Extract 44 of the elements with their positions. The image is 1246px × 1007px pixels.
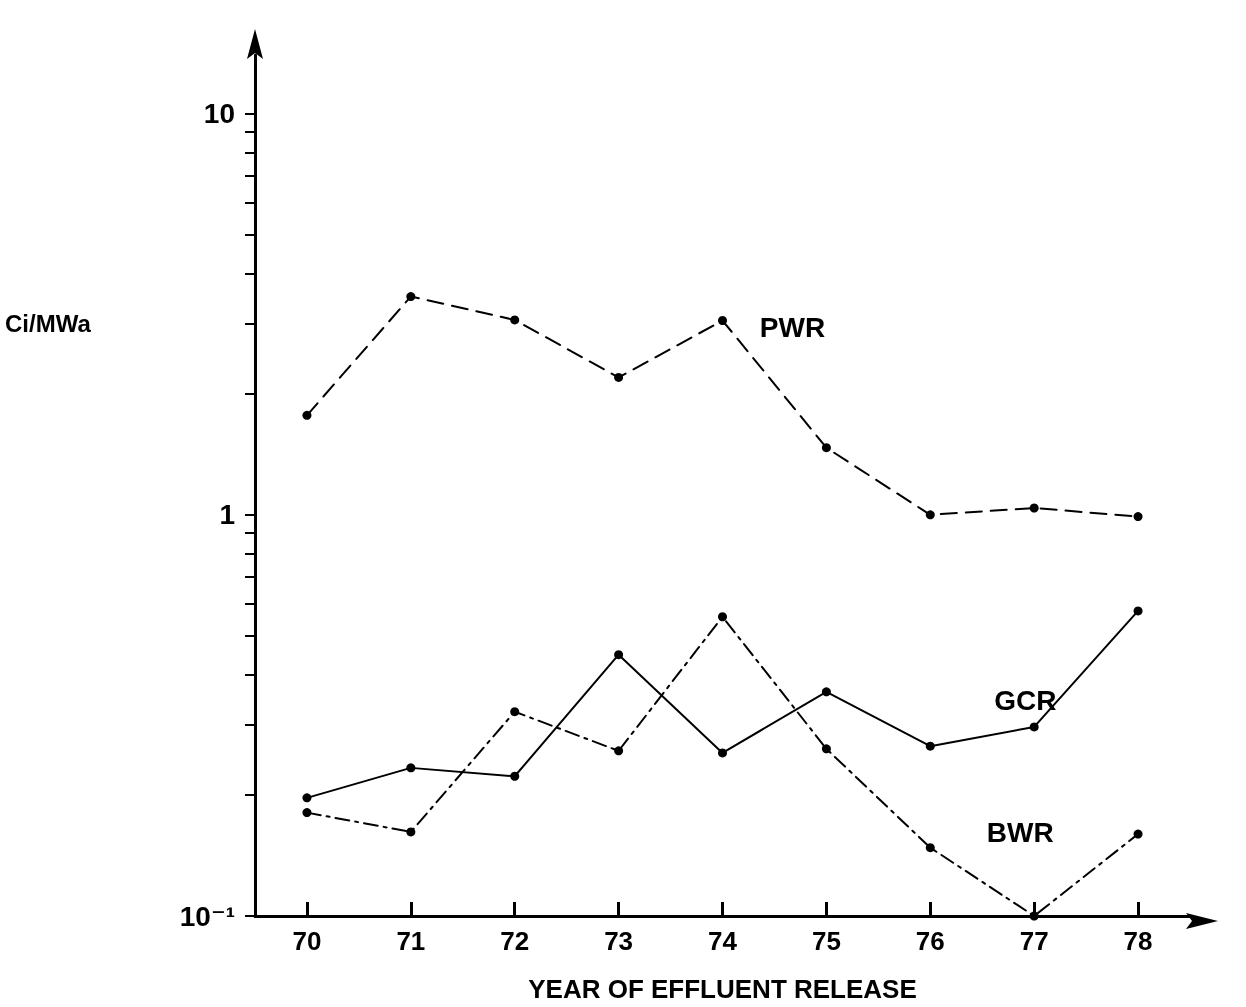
series-label: PWR (759, 311, 826, 343)
x-tick-label: 77 (1019, 926, 1049, 956)
point (1029, 911, 1039, 921)
y-tick-label: 1 (219, 499, 235, 531)
x-tick-label: 78 (1123, 926, 1153, 956)
series-label: GCR (994, 685, 1057, 717)
x-tick-label: 76 (915, 926, 945, 956)
point (1133, 606, 1143, 616)
point (925, 741, 935, 751)
point (821, 687, 831, 697)
point (510, 315, 520, 325)
point (510, 707, 520, 717)
x-tick-label: 71 (396, 926, 426, 956)
point (302, 808, 312, 818)
x-tick-label: 74 (708, 926, 738, 956)
point (302, 793, 312, 803)
point (718, 748, 727, 758)
point (302, 410, 312, 420)
x-axis-title: YEAR OF EFFLUENT RELEASE (528, 974, 917, 1004)
point (406, 763, 416, 773)
point (718, 612, 727, 622)
point (406, 827, 416, 837)
point (1133, 829, 1143, 839)
x-tick-label: 72 (500, 926, 530, 956)
y-axis-title: Ci/MWa (5, 309, 92, 337)
point (614, 650, 624, 660)
point (925, 510, 935, 520)
point (1133, 512, 1143, 522)
y-tick-label: 10 (203, 98, 235, 130)
x-tick-label: 75 (811, 926, 841, 956)
point (510, 771, 520, 781)
point (406, 292, 416, 302)
point (614, 372, 624, 382)
point (718, 316, 727, 326)
x-tick-label: 73 (604, 926, 634, 956)
point (614, 746, 624, 756)
point (1029, 722, 1039, 732)
x-tick-label: 70 (292, 926, 322, 956)
series-label: BWR (986, 816, 1054, 848)
y-tick-label: 10⁻¹ (179, 900, 235, 932)
point (925, 843, 935, 853)
point (1029, 503, 1039, 513)
point (821, 443, 831, 453)
point (821, 744, 831, 754)
